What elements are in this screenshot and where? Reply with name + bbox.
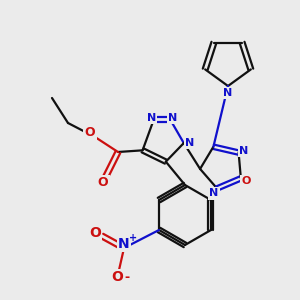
Text: O: O <box>89 226 101 240</box>
Text: +: + <box>129 233 137 243</box>
Text: N: N <box>168 112 177 123</box>
Text: N: N <box>147 112 156 123</box>
Text: N: N <box>224 88 232 98</box>
Text: N: N <box>239 146 248 156</box>
Text: O: O <box>85 127 95 140</box>
Text: O: O <box>241 176 250 186</box>
Text: O: O <box>98 176 108 190</box>
Text: O: O <box>111 270 123 284</box>
Text: -: - <box>124 271 130 284</box>
Text: N: N <box>118 237 130 251</box>
Text: N: N <box>185 138 194 148</box>
Text: N: N <box>209 188 219 198</box>
